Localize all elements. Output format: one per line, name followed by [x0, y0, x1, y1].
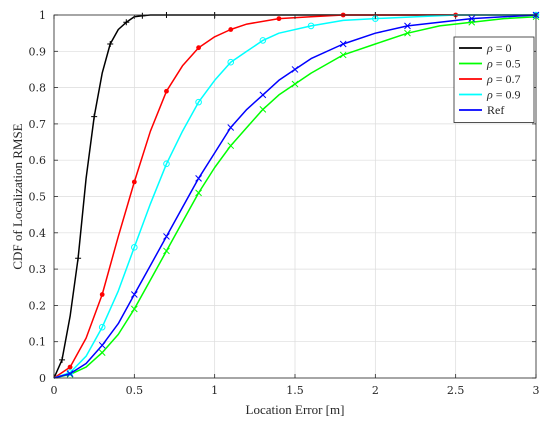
data-point: [98, 349, 106, 356]
legend-entry: ρ = 0: [459, 41, 512, 55]
x-tick-label: 2: [372, 384, 379, 397]
legend-symbol: ρ: [486, 41, 493, 55]
y-tick-label: 0.5: [29, 191, 47, 204]
y-tick-label: 0.7: [29, 118, 47, 131]
data-point: [227, 58, 235, 66]
y-tick-label: 0.8: [29, 82, 47, 95]
data-point: [163, 160, 170, 168]
data-point: [91, 113, 98, 120]
series-4: [53, 11, 540, 379]
data-point: [130, 291, 138, 298]
legend-entry: Ref: [459, 103, 504, 117]
x-tick-label: 3: [533, 384, 540, 397]
legend-symbol: ρ: [486, 88, 493, 102]
legend-text: Ref: [487, 103, 504, 117]
data-point: [163, 233, 170, 240]
legend-text: = 0.5: [493, 57, 521, 71]
x-tick-label: 1: [211, 384, 218, 397]
data-point: [98, 323, 106, 331]
legend-label: ρ = 0: [486, 41, 512, 55]
y-tick-label: 1: [39, 9, 46, 22]
series-3: [53, 11, 540, 379]
data-point: [404, 29, 411, 37]
data-point: [164, 88, 169, 94]
data-point: [291, 80, 299, 88]
tick-marks: [53, 14, 537, 379]
legend-entry: ρ = 0.7: [459, 72, 521, 86]
data-point: [131, 244, 138, 251]
legend-label: ρ = 0.5: [486, 57, 521, 71]
data-point: [59, 356, 66, 363]
data-point: [195, 189, 202, 197]
data-point: [196, 45, 202, 51]
legend-text: = 0: [493, 41, 512, 55]
data-point: [227, 124, 235, 131]
y-tick-label: 0.1: [29, 336, 47, 349]
legend-label: ρ = 0.7: [486, 72, 521, 86]
data-point: [163, 247, 170, 255]
y-axis-label: CDF of Localization RMSE: [10, 123, 25, 269]
legend-entry: ρ = 0.9: [459, 88, 521, 102]
y-tick-label: 0.2: [29, 299, 47, 312]
data-point: [123, 19, 130, 26]
x-tick-label: 0: [51, 384, 58, 397]
data-point: [259, 91, 267, 99]
series-line: [53, 14, 537, 379]
data-point: [107, 41, 114, 48]
legend-text: = 0.7: [493, 72, 521, 86]
data-point: [291, 66, 299, 73]
legend-entry: ρ = 0.5: [459, 57, 521, 71]
x-axis-label: Location Error [m]: [246, 402, 345, 417]
y-tick-label: 0.3: [29, 263, 47, 276]
y-tick-label: 0.6: [29, 154, 47, 167]
legend-symbol: ρ: [486, 72, 493, 86]
data-point: [67, 364, 73, 370]
data-point: [195, 98, 202, 106]
data-point: [276, 16, 282, 22]
data-point: [130, 305, 138, 313]
legend-text: = 0.9: [493, 88, 521, 102]
data-point: [339, 40, 347, 48]
data-point: [227, 142, 235, 150]
data-point: [307, 22, 315, 30]
legend-label: ρ = 0.9: [486, 88, 521, 102]
y-tick-label: 0.9: [29, 45, 47, 58]
legend-symbol: ρ: [486, 57, 493, 71]
data-point: [468, 15, 476, 22]
data-point: [259, 106, 267, 113]
x-tick-label: 1.5: [286, 384, 304, 397]
data-point: [99, 292, 105, 297]
data-point: [195, 174, 202, 182]
x-tick-label: 0.5: [126, 384, 144, 397]
data-point: [66, 370, 74, 377]
data-point: [404, 22, 411, 30]
x-tick-label: 2.5: [447, 384, 465, 397]
data-point: [259, 37, 267, 44]
data-point: [339, 51, 347, 59]
data-point: [139, 12, 146, 19]
series-line: [53, 16, 537, 379]
y-tick-label: 0.4: [29, 227, 47, 240]
data-point: [228, 27, 234, 32]
legend-label: Ref: [487, 103, 504, 117]
tick-labels: 0 0.5 1 1.5 2 2.5 3 0 0.1 0.2 0.3 0.4 0.5 0.6 0.7 0.8 0.…: [29, 9, 540, 397]
series-line: [53, 14, 536, 379]
data-point: [75, 255, 82, 262]
data-point: [131, 179, 137, 185]
data-point: [98, 341, 106, 349]
y-tick-label: 0: [39, 372, 46, 385]
